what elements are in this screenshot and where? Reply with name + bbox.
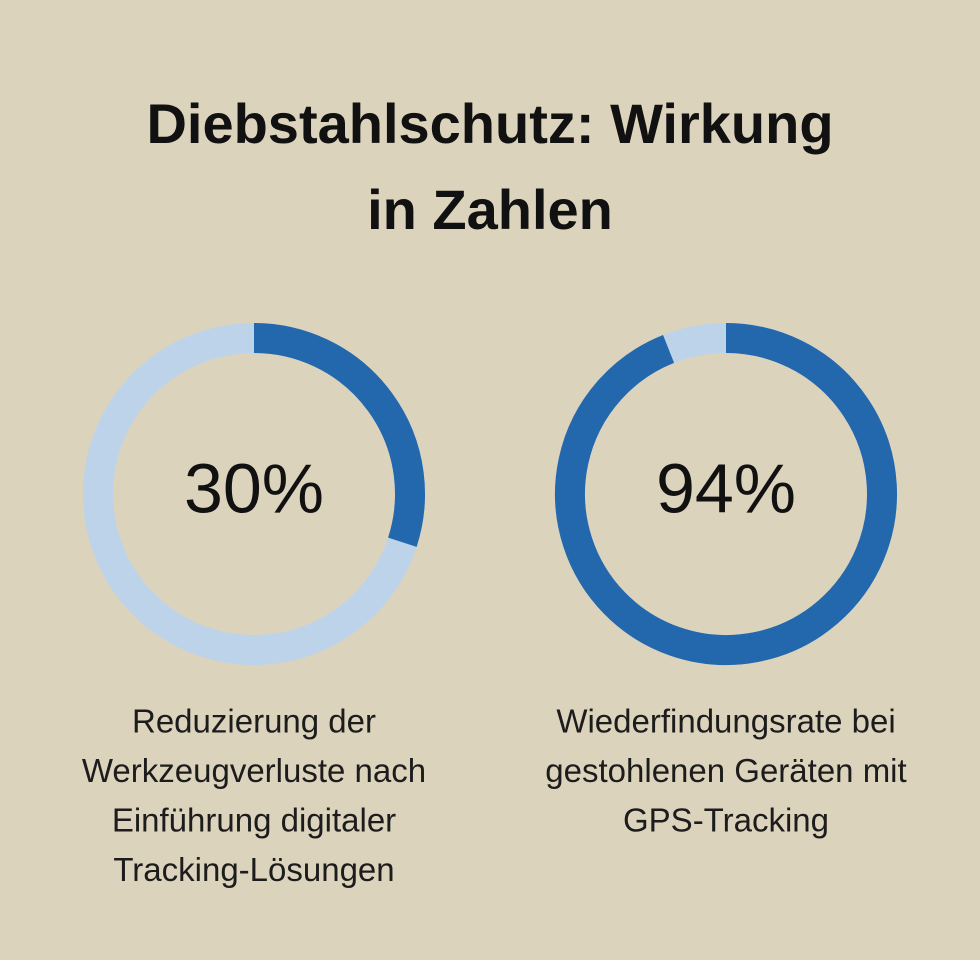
caption-line: GPS-Tracking xyxy=(623,802,829,839)
donut-arc xyxy=(555,323,897,665)
caption-line: Wiederfindungsrate bei xyxy=(556,703,895,740)
title-line: in Zahlen xyxy=(367,178,613,241)
value-label: 30% xyxy=(184,449,324,527)
caption-line: Reduzierung der xyxy=(132,703,376,740)
donut-arc xyxy=(253,323,425,547)
value-label: 94% xyxy=(656,449,796,527)
caption-line: Einführung digitaler xyxy=(112,802,396,839)
caption-line: gestohlenen Geräten mit xyxy=(545,752,906,789)
caption-line: Tracking-Lösungen xyxy=(113,851,394,888)
caption-line: Werkzeugverluste nach xyxy=(82,752,426,789)
title-line: Diebstahlschutz: Wirkung xyxy=(146,92,833,155)
